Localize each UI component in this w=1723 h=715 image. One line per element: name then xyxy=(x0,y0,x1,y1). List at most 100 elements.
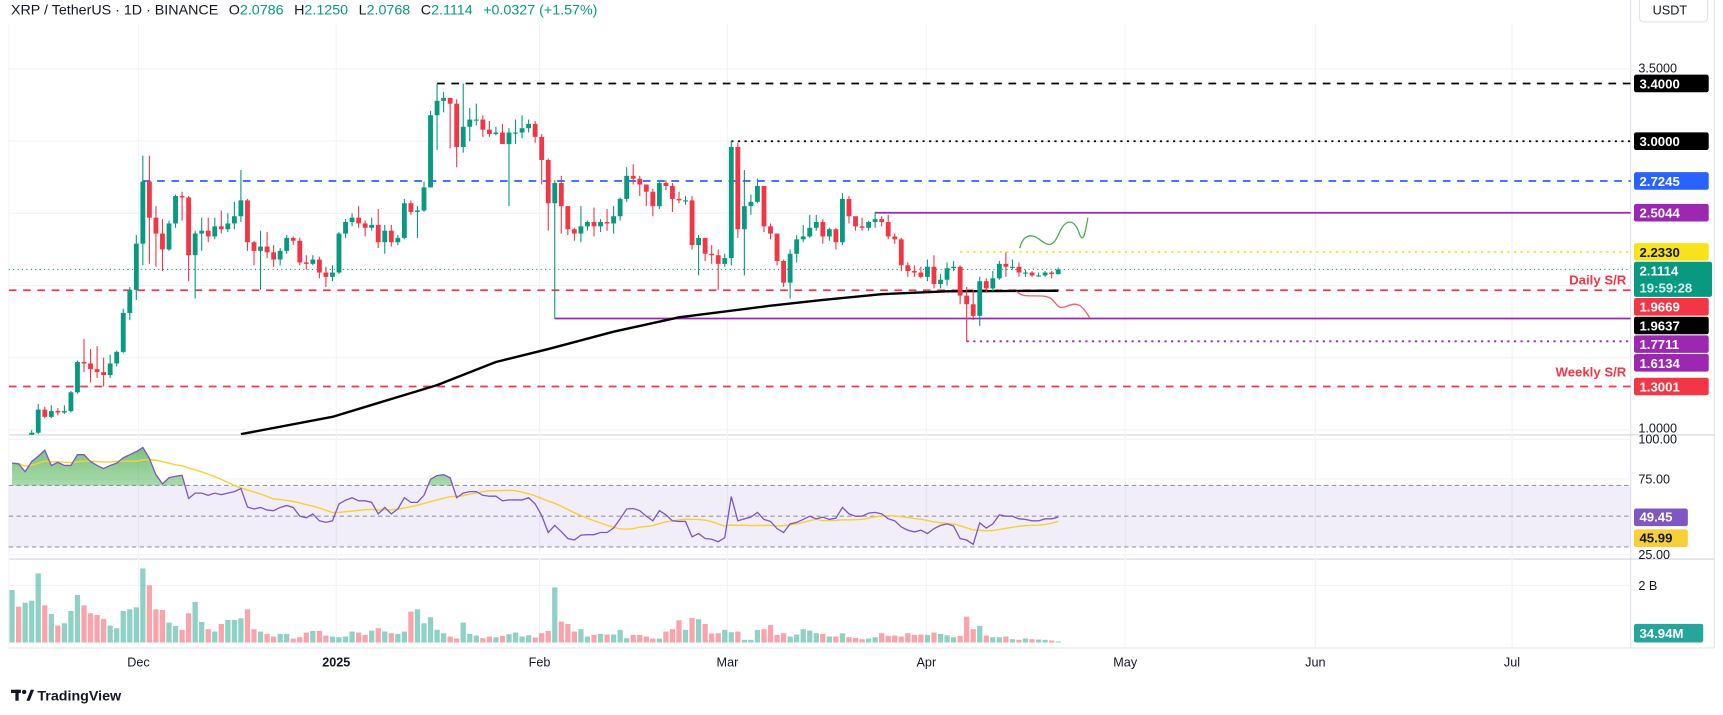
candle xyxy=(611,206,617,234)
volume-bar xyxy=(473,635,479,643)
candle-body xyxy=(493,132,499,134)
volume-bar xyxy=(48,613,54,643)
candle-body xyxy=(81,362,87,364)
time-axis-label: Dec xyxy=(127,656,149,670)
volume-bar xyxy=(303,632,309,643)
candle-body xyxy=(75,362,80,393)
price-level-tag: 2.2330 xyxy=(1633,243,1709,261)
candle-body xyxy=(35,409,41,433)
candle-body xyxy=(1036,275,1041,277)
candle xyxy=(421,181,427,212)
candle xyxy=(872,211,878,228)
volume-bar xyxy=(643,636,649,643)
volume-bar xyxy=(859,639,865,643)
candle xyxy=(388,224,394,247)
candle-body xyxy=(375,224,381,243)
volume-bar xyxy=(983,635,989,643)
volume-bar xyxy=(257,631,264,643)
rsi-axis-label-75: 75.00 xyxy=(1638,472,1670,486)
price-tag-value: 2.5044 xyxy=(1639,206,1680,221)
candle-body xyxy=(316,259,322,273)
candle xyxy=(264,232,270,259)
candle-body xyxy=(630,175,636,179)
candle-body xyxy=(258,246,263,251)
volume-bar xyxy=(9,590,15,643)
volume-bar xyxy=(728,632,734,643)
candle-body xyxy=(977,281,983,316)
price-tag-value: 1.7711 xyxy=(1639,337,1679,352)
candle-body xyxy=(637,178,643,185)
volume-bar xyxy=(584,636,591,643)
candle-body xyxy=(68,392,74,412)
candle-body xyxy=(598,222,603,227)
candle-body xyxy=(617,198,623,217)
candle-body xyxy=(983,281,989,289)
candle xyxy=(663,180,669,191)
currency-button[interactable]: USDT xyxy=(1638,0,1709,23)
candle-body xyxy=(872,219,878,223)
volume-bar xyxy=(81,605,87,643)
volume-bar xyxy=(427,617,434,643)
candle-body xyxy=(905,265,911,272)
candle-body xyxy=(539,136,545,160)
candle-body xyxy=(42,409,48,417)
volume-bar xyxy=(355,632,362,643)
volume-bar xyxy=(284,633,290,643)
candle xyxy=(61,405,67,414)
price-level-tag: 1.9637 xyxy=(1633,316,1709,335)
candle xyxy=(1003,252,1009,277)
candle-body xyxy=(395,237,401,243)
volume-bar xyxy=(421,623,427,643)
time-axis[interactable]: Dec 2025 Feb Mar Apr May Jun Jul xyxy=(127,656,1520,670)
candle-body xyxy=(251,242,257,251)
candle xyxy=(650,188,656,217)
candle-body xyxy=(715,255,721,264)
candle-body xyxy=(787,253,793,283)
volume-bar xyxy=(447,636,453,643)
volume-bar xyxy=(1042,639,1048,643)
candle xyxy=(755,178,760,204)
candle-body xyxy=(728,146,734,259)
volume-bar xyxy=(761,629,767,643)
candle xyxy=(970,289,976,321)
candle-body xyxy=(656,183,662,207)
volume-bar xyxy=(199,621,205,643)
candle-body xyxy=(676,198,682,201)
candle xyxy=(938,273,943,289)
volume-bar xyxy=(179,629,185,643)
candle xyxy=(748,194,754,215)
candle xyxy=(866,220,872,231)
volume-bar xyxy=(591,634,597,643)
candle-body xyxy=(513,132,518,134)
candle xyxy=(297,237,303,266)
price-tags: 3.4000 3.0000 2.7245 2.5044 2.2330 2.1114 19:5… xyxy=(1633,74,1713,396)
rsi-pane xyxy=(8,446,1631,548)
candle xyxy=(696,235,702,276)
candle-body xyxy=(140,181,146,244)
candle xyxy=(473,103,479,126)
volume-bar xyxy=(22,602,28,643)
volume-bar xyxy=(604,634,610,643)
candle-body xyxy=(356,217,362,224)
candle-body xyxy=(101,372,107,375)
candle-body xyxy=(1003,263,1009,267)
candle xyxy=(218,210,224,234)
candle xyxy=(251,240,257,266)
candle-body xyxy=(225,223,231,230)
candle-body xyxy=(545,159,551,204)
candle-body xyxy=(931,266,937,285)
candle xyxy=(120,308,126,354)
candle xyxy=(552,180,558,319)
volume-bar xyxy=(493,637,499,643)
volume-bar xyxy=(153,609,159,643)
candle xyxy=(741,170,747,276)
candle-body xyxy=(670,185,675,199)
volume-bar xyxy=(637,634,643,643)
volume-bar xyxy=(545,630,551,643)
candle-body xyxy=(486,129,492,134)
tradingview-logo[interactable]: TradingView xyxy=(10,689,122,705)
volume-bar xyxy=(218,623,224,643)
candle xyxy=(500,123,505,145)
volume-bar xyxy=(454,638,460,643)
